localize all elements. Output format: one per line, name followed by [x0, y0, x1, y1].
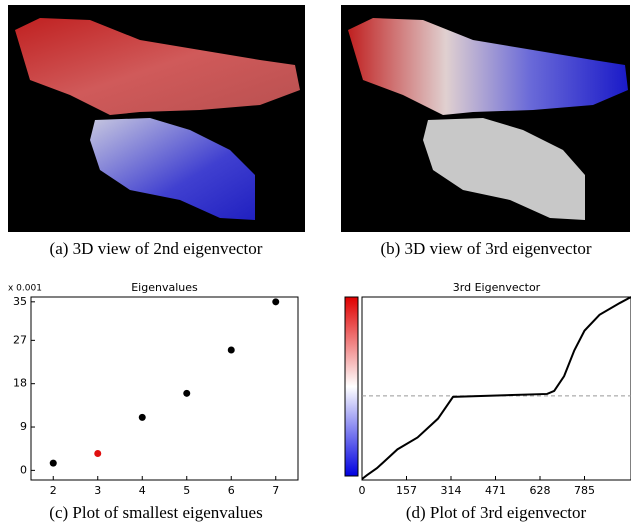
- y-tick-label: 18: [13, 377, 27, 390]
- chart-title: Eigenvalues: [131, 281, 198, 294]
- x-tick-label: 471: [485, 484, 506, 497]
- point: [183, 390, 190, 397]
- x-tick-label: 7: [272, 484, 279, 497]
- colorbar: [345, 297, 358, 476]
- y-tick-label: 0: [20, 463, 27, 476]
- image-b: [341, 5, 630, 232]
- x-tick-label: 3: [94, 484, 101, 497]
- x-tick-label: 157: [396, 484, 417, 497]
- x-tick-label: 6: [228, 484, 235, 497]
- point: [94, 450, 101, 457]
- point: [50, 460, 57, 467]
- x-tick-label: 5: [183, 484, 190, 497]
- x-tick-label: 2: [50, 484, 57, 497]
- image-a: [8, 5, 305, 232]
- x-tick-label: 4: [139, 484, 146, 497]
- x-tick-label: 314: [441, 484, 462, 497]
- caption: (d) Plot of 3rd eigenvector: [406, 503, 587, 522]
- point: [228, 346, 235, 353]
- x-tick-label: 0: [359, 484, 366, 497]
- caption: (b) 3D view of 3rd eigenvector: [380, 239, 591, 258]
- figure: (a) 3D view of 2nd eigenvector (b) 3D vi…: [0, 0, 631, 524]
- x-tick-label: 628: [530, 484, 551, 497]
- point: [272, 298, 279, 305]
- point: [139, 414, 146, 421]
- y-tick-label: 9: [20, 420, 27, 433]
- line: [362, 297, 631, 479]
- x-tick-label: 785: [574, 484, 595, 497]
- chart-title: 3rd Eigenvector: [453, 281, 541, 294]
- y-tick-label: 35: [13, 295, 27, 308]
- plot-frame: [31, 297, 298, 480]
- y-tick-label: 27: [13, 333, 27, 346]
- caption: (c) Plot of smallest eigenvalues: [49, 503, 262, 522]
- y-unit-label: x 0.001: [8, 284, 42, 294]
- caption: (a) 3D view of 2nd eigenvector: [50, 239, 263, 258]
